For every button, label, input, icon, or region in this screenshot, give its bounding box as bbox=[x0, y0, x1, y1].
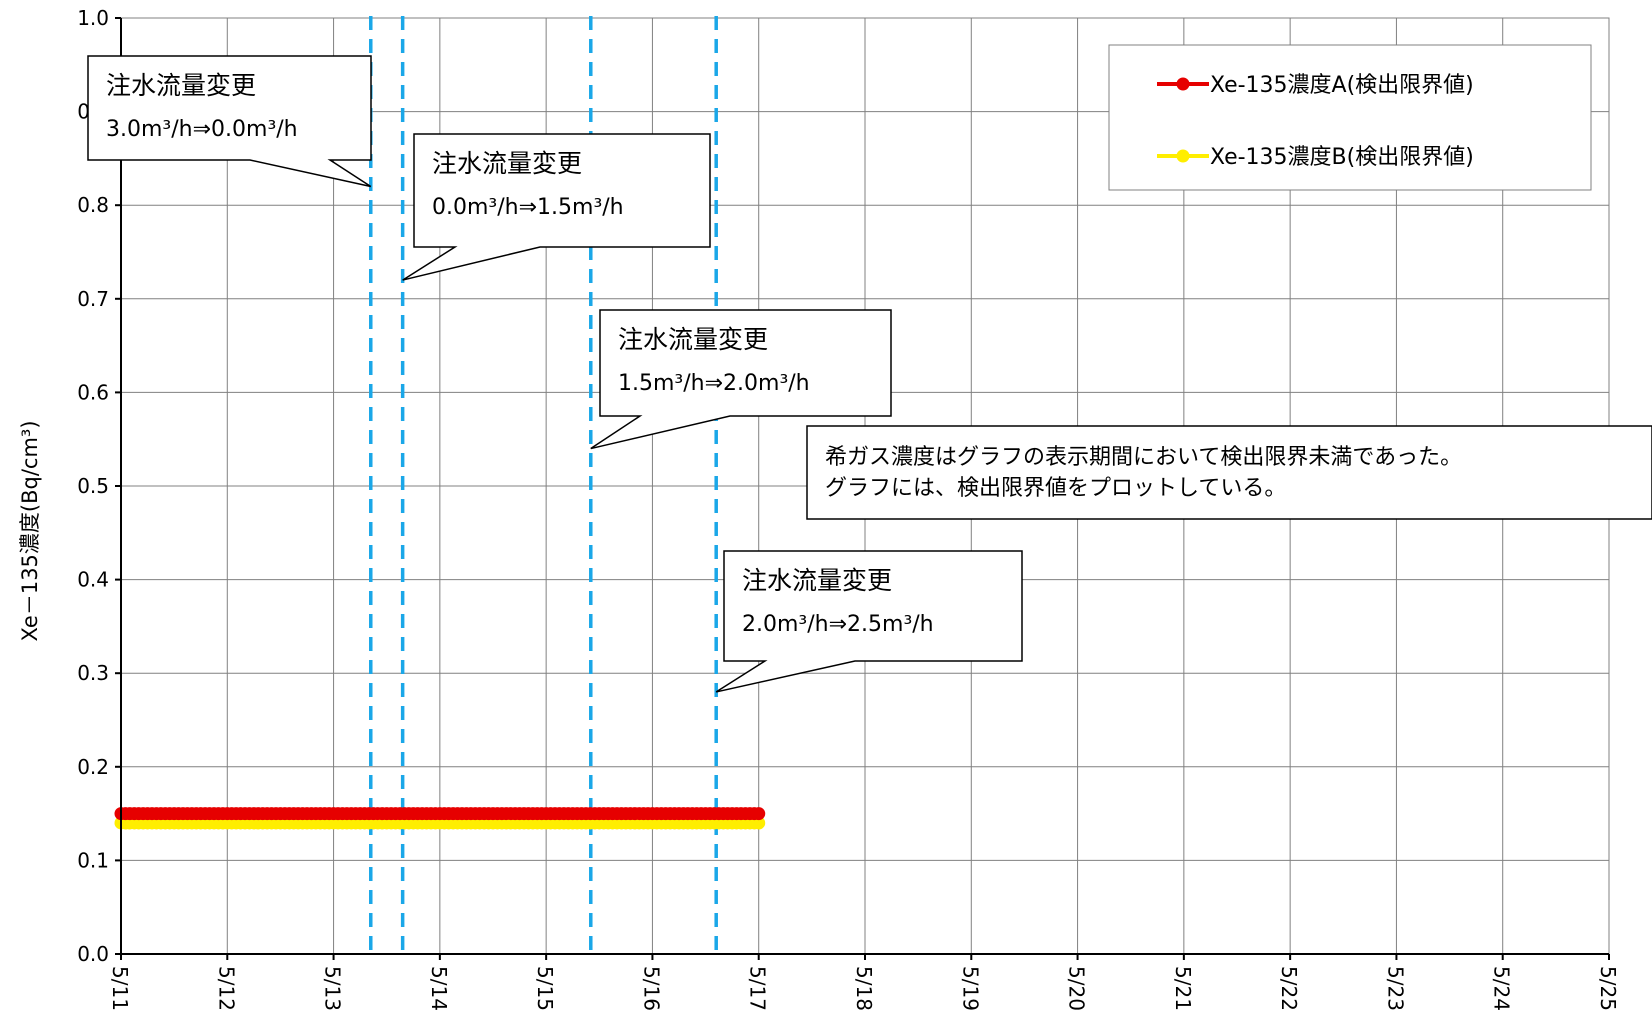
callout-flow: 0.0m³/h⇒1.5m³/h bbox=[432, 195, 624, 220]
callout-box bbox=[402, 133, 711, 281]
x-tick-label: 5/19 bbox=[958, 966, 982, 1011]
callout-box bbox=[715, 550, 1023, 693]
y-axis-label: Xe－135濃度(Bq/cm³) bbox=[18, 420, 42, 641]
x-tick-label: 5/16 bbox=[639, 966, 663, 1011]
callout-title: 注水流量変更 bbox=[106, 71, 256, 100]
legend-entry: Xe-135濃度A(検出限界値) bbox=[1157, 73, 1474, 98]
note-frame bbox=[806, 425, 1652, 520]
y-tick-label: 0.5 bbox=[77, 474, 109, 498]
x-tick-label: 5/24 bbox=[1490, 966, 1514, 1011]
y-tick-label: 0.6 bbox=[77, 380, 109, 404]
callout-flow: 2.0m³/h⇒2.5m³/h bbox=[742, 612, 934, 637]
callout-flow: 1.5m³/h⇒2.0m³/h bbox=[618, 371, 810, 396]
callout-flow: 3.0m³/h⇒0.0m³/h bbox=[106, 117, 298, 142]
callouts: 注水流量変更 3.0m³/h⇒0.0m³/h 注水流量変更 0.0m³/h⇒1.5m³… bbox=[87, 55, 1023, 693]
series-a bbox=[114, 807, 766, 821]
callout-title: 注水流量変更 bbox=[618, 325, 768, 354]
x-tick-label: 5/21 bbox=[1171, 966, 1195, 1011]
note-line: 希ガス濃度はグラフの表示期間において検出限界未満であった。 bbox=[825, 445, 1462, 470]
x-tick-label: 5/11 bbox=[108, 966, 132, 1011]
y-tick-label: 0.1 bbox=[77, 848, 109, 872]
y-tick-label: 0.0 bbox=[77, 942, 109, 966]
axes: 0.00.10.20.30.40.50.60.70.80.91.05/115/1… bbox=[77, 6, 1620, 1011]
x-tick-label: 5/20 bbox=[1065, 966, 1089, 1011]
note-box: 希ガス濃度はグラフの表示期間において検出限界未満であった。グラフには、検出限界値… bbox=[806, 425, 1652, 520]
note-line: グラフには、検出限界値をプロットしている。 bbox=[825, 476, 1286, 501]
y-tick-label: 0.7 bbox=[77, 287, 109, 311]
x-tick-label: 5/13 bbox=[321, 966, 345, 1011]
x-tick-label: 5/14 bbox=[427, 966, 451, 1011]
x-tick-label: 5/17 bbox=[746, 966, 770, 1011]
callout-title: 注水流量変更 bbox=[742, 566, 892, 595]
legend-label: Xe-135濃度A(検出限界値) bbox=[1210, 73, 1474, 98]
x-tick-label: 5/25 bbox=[1596, 966, 1620, 1011]
x-tick-label: 5/15 bbox=[533, 966, 557, 1011]
data-point bbox=[752, 807, 766, 821]
legend-swatch-marker bbox=[1176, 77, 1190, 91]
callout-title: 注水流量変更 bbox=[432, 149, 582, 178]
callout-box bbox=[87, 55, 372, 188]
x-tick-label: 5/22 bbox=[1277, 966, 1301, 1011]
y-tick-label: 1.0 bbox=[77, 6, 109, 30]
legend-swatch-marker bbox=[1176, 149, 1190, 163]
legend: Xe-135濃度A(検出限界値) Xe-135濃度B(検出限界値) bbox=[1108, 44, 1592, 191]
legend-frame bbox=[1108, 44, 1592, 191]
callout: 注水流量変更 3.0m³/h⇒0.0m³/h bbox=[87, 55, 372, 188]
x-tick-label: 5/12 bbox=[214, 966, 238, 1011]
series-group bbox=[114, 807, 766, 830]
legend-label: Xe-135濃度B(検出限界値) bbox=[1210, 145, 1474, 170]
callout: 注水流量変更 1.5m³/h⇒2.0m³/h bbox=[590, 309, 892, 450]
y-tick-label: 0.2 bbox=[77, 755, 109, 779]
legend-entry: Xe-135濃度B(検出限界値) bbox=[1157, 145, 1474, 170]
y-tick-label: 0.3 bbox=[77, 661, 109, 685]
y-tick-label: 0.4 bbox=[77, 568, 109, 592]
event-lines bbox=[369, 16, 718, 954]
x-tick-label: 5/23 bbox=[1383, 966, 1407, 1011]
callout-box bbox=[590, 309, 892, 450]
callout: 注水流量変更 2.0m³/h⇒2.5m³/h bbox=[715, 550, 1023, 693]
y-tick-label: 0.8 bbox=[77, 193, 109, 217]
callout: 注水流量変更 0.0m³/h⇒1.5m³/h bbox=[402, 133, 711, 281]
x-tick-label: 5/18 bbox=[852, 966, 876, 1011]
